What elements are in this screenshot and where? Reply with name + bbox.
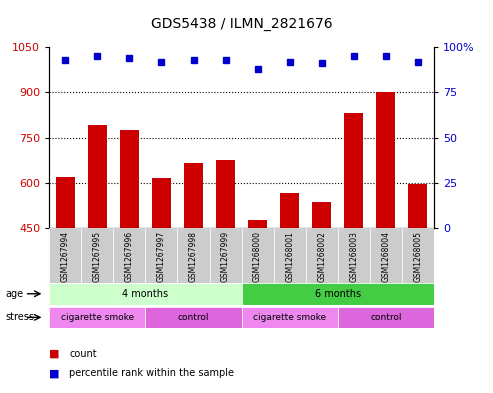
Text: GDS5438 / ILMN_2821676: GDS5438 / ILMN_2821676 bbox=[151, 17, 332, 31]
Text: ■: ■ bbox=[49, 349, 60, 359]
FancyBboxPatch shape bbox=[402, 228, 434, 283]
Text: control: control bbox=[370, 313, 401, 322]
Text: age: age bbox=[5, 289, 23, 299]
Bar bbox=[216, 160, 235, 228]
FancyBboxPatch shape bbox=[242, 307, 338, 328]
Text: GSM1267999: GSM1267999 bbox=[221, 231, 230, 282]
Bar bbox=[280, 193, 299, 228]
Text: ■: ■ bbox=[49, 368, 60, 378]
Text: GSM1267994: GSM1267994 bbox=[61, 231, 70, 282]
FancyBboxPatch shape bbox=[242, 283, 434, 305]
Text: GSM1268004: GSM1268004 bbox=[381, 231, 390, 282]
FancyBboxPatch shape bbox=[113, 228, 145, 283]
Bar bbox=[376, 92, 395, 228]
FancyBboxPatch shape bbox=[49, 307, 145, 328]
FancyBboxPatch shape bbox=[370, 228, 402, 283]
Bar bbox=[248, 220, 267, 228]
Bar bbox=[344, 114, 363, 228]
Bar bbox=[184, 163, 203, 228]
Text: 6 months: 6 months bbox=[315, 289, 361, 299]
FancyBboxPatch shape bbox=[145, 228, 177, 283]
Text: GSM1267995: GSM1267995 bbox=[93, 231, 102, 282]
Text: cigarette smoke: cigarette smoke bbox=[61, 313, 134, 322]
Bar bbox=[56, 177, 75, 228]
FancyBboxPatch shape bbox=[274, 228, 306, 283]
Bar bbox=[408, 184, 427, 228]
Text: GSM1267998: GSM1267998 bbox=[189, 231, 198, 282]
FancyBboxPatch shape bbox=[49, 228, 81, 283]
Bar bbox=[152, 178, 171, 228]
Text: GSM1267997: GSM1267997 bbox=[157, 231, 166, 282]
Text: percentile rank within the sample: percentile rank within the sample bbox=[69, 368, 234, 378]
Bar bbox=[312, 202, 331, 228]
FancyBboxPatch shape bbox=[338, 307, 434, 328]
FancyBboxPatch shape bbox=[338, 228, 370, 283]
Text: cigarette smoke: cigarette smoke bbox=[253, 313, 326, 322]
Text: GSM1268003: GSM1268003 bbox=[349, 231, 358, 282]
Text: GSM1268001: GSM1268001 bbox=[285, 231, 294, 281]
FancyBboxPatch shape bbox=[210, 228, 242, 283]
FancyBboxPatch shape bbox=[49, 283, 242, 305]
FancyBboxPatch shape bbox=[81, 228, 113, 283]
FancyBboxPatch shape bbox=[177, 228, 210, 283]
Bar bbox=[120, 130, 139, 228]
Text: GSM1267996: GSM1267996 bbox=[125, 231, 134, 282]
Text: control: control bbox=[178, 313, 209, 322]
FancyBboxPatch shape bbox=[145, 307, 242, 328]
Text: 4 months: 4 months bbox=[122, 289, 169, 299]
FancyBboxPatch shape bbox=[242, 228, 274, 283]
Text: count: count bbox=[69, 349, 97, 359]
FancyBboxPatch shape bbox=[306, 228, 338, 283]
Text: GSM1268005: GSM1268005 bbox=[413, 231, 423, 282]
Text: stress: stress bbox=[5, 312, 34, 322]
Bar bbox=[88, 125, 107, 228]
Text: GSM1268002: GSM1268002 bbox=[317, 231, 326, 281]
Text: GSM1268000: GSM1268000 bbox=[253, 231, 262, 282]
